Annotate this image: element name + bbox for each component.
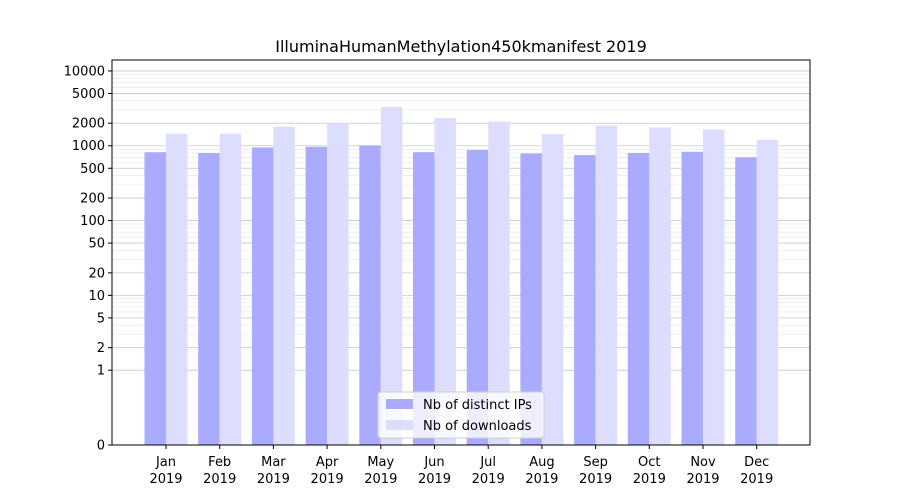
y-tick-label: 10000 xyxy=(64,64,105,79)
bar-distinct-ips xyxy=(681,151,703,446)
y-tick-label: 20 xyxy=(88,266,105,281)
x-tick-label: Jun 2019 xyxy=(418,455,451,487)
x-axis: Jan 2019 Feb 2019 Mar 2019 Apr 2019 May 2019 Jun 20… xyxy=(149,445,773,487)
bar-downloads xyxy=(703,129,725,445)
legend-box xyxy=(377,391,545,439)
chart-title: IlluminaHumanMethylation450kmanifest 201… xyxy=(275,37,647,56)
bar-distinct-ips xyxy=(735,157,757,445)
y-tick-label: 50 xyxy=(88,237,105,252)
y-tick-label: 2000 xyxy=(72,117,105,132)
x-tick-label: May 2019 xyxy=(364,455,397,487)
y-tick-label: 0 xyxy=(97,439,105,454)
legend: Nb of distinct IPs Nb of downloads xyxy=(377,391,545,439)
x-tick-label: Aug 2019 xyxy=(525,455,558,487)
bar-downloads xyxy=(327,123,349,446)
bar-downloads xyxy=(273,126,295,446)
y-tick-label: 5000 xyxy=(72,87,105,102)
y-tick-label: 500 xyxy=(80,162,105,177)
bar-downloads xyxy=(219,133,242,445)
legend-swatch xyxy=(386,399,413,409)
bar-distinct-ips xyxy=(305,146,328,445)
y-tick-label: 5 xyxy=(97,311,105,326)
y-tick-label: 1 xyxy=(97,364,105,379)
bar-downloads xyxy=(488,121,510,445)
bar-distinct-ips xyxy=(466,149,489,445)
bar-downloads xyxy=(434,117,456,445)
y-tick-label: 1000 xyxy=(72,139,105,154)
bar-downloads xyxy=(380,106,403,445)
bar-distinct-ips xyxy=(520,153,542,445)
x-tick-label: Jan 2019 xyxy=(149,455,182,487)
bar-downloads xyxy=(166,133,188,445)
y-tick-label: 100 xyxy=(80,214,105,229)
x-tick-label: Jul 2019 xyxy=(472,455,505,487)
bar-distinct-ips xyxy=(198,152,220,445)
bar-distinct-ips xyxy=(144,152,166,445)
x-tick-label: Feb 2019 xyxy=(203,455,236,487)
bar-downloads xyxy=(649,127,671,445)
legend-swatch xyxy=(386,420,413,430)
x-tick-label: Dec 2019 xyxy=(740,455,773,487)
x-tick-label: Oct 2019 xyxy=(633,455,666,487)
bar-distinct-ips xyxy=(627,152,650,445)
bar-layer xyxy=(144,106,779,446)
bar-downloads xyxy=(595,125,618,446)
legend-label: Nb of downloads xyxy=(423,419,532,434)
bar-distinct-ips xyxy=(413,152,435,445)
y-tick-label: 10 xyxy=(88,289,105,304)
x-tick-label: Nov 2019 xyxy=(686,455,719,487)
bar-distinct-ips xyxy=(251,147,274,445)
x-tick-label: Apr 2019 xyxy=(311,455,344,487)
y-tick-label: 2 xyxy=(97,341,105,356)
bar-distinct-ips xyxy=(359,145,381,445)
y-axis: 0 1 2 5 10 20 50 100 200 500 1000 2000 5000 10000 xyxy=(64,64,112,454)
plot-frame xyxy=(111,59,811,446)
x-tick-label: Sep 2019 xyxy=(579,455,612,487)
bar-downloads xyxy=(756,139,779,445)
bar-downloads xyxy=(541,134,564,446)
bar-distinct-ips xyxy=(574,155,596,445)
y-tick-label: 200 xyxy=(80,192,105,207)
x-tick-label: Mar 2019 xyxy=(257,455,290,487)
legend-label: Nb of distinct IPs xyxy=(423,398,532,413)
